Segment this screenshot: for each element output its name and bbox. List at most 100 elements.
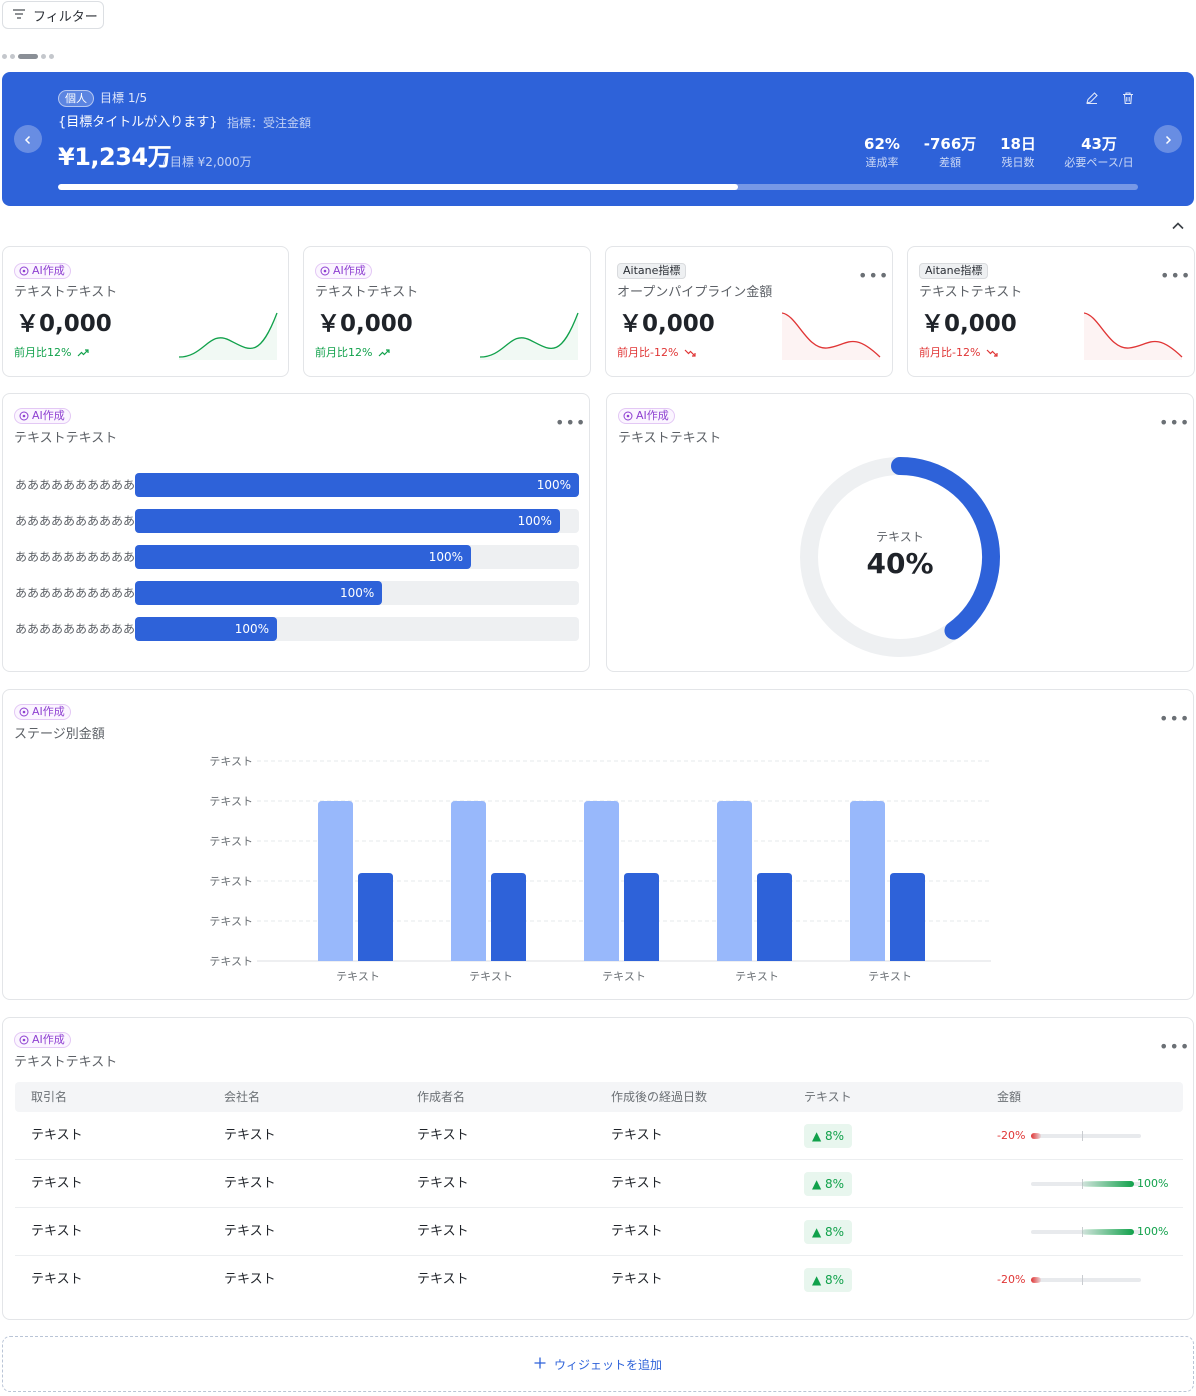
y-tick-label: テキスト — [209, 835, 253, 848]
bar-series-1[interactable] — [451, 801, 486, 961]
cell-company: テキスト — [224, 1272, 276, 1287]
aitane-badge: Aitane指標 — [617, 263, 687, 279]
bar-value: 100% — [428, 550, 464, 564]
ai-badge: AI作成 — [14, 408, 71, 424]
ai-badge: AI作成 — [14, 263, 71, 279]
cell-days: テキスト — [611, 1176, 663, 1191]
stat-days-left: 18日 残日数 — [1000, 135, 1036, 169]
kpi-value: ￥0,000 — [317, 311, 413, 337]
more-icon[interactable]: ••• — [1159, 1037, 1191, 1056]
column-header[interactable]: 作成者名 — [417, 1090, 466, 1104]
filter-label: フィルター — [33, 9, 98, 25]
next-goal-button[interactable] — [1154, 125, 1182, 153]
table-row[interactable]: テキスト テキスト テキスト テキスト ▲ 8% -20% — [15, 1256, 1183, 1304]
kpi-title: オープンパイプライン金額 — [617, 285, 773, 300]
donut-center-label: テキスト — [876, 530, 924, 544]
kpi-delta: 前月比12% — [315, 346, 391, 360]
more-icon[interactable]: ••• — [1160, 266, 1192, 285]
edit-icon[interactable] — [1085, 90, 1099, 109]
deals-table: 取引名 会社名 作成者名 作成後の経過日数 テキスト 金額 テキスト テキスト … — [15, 1082, 1183, 1304]
column-header[interactable]: 取引名 — [31, 1090, 68, 1104]
carousel-dot[interactable] — [10, 54, 15, 59]
carousel-dot[interactable] — [2, 54, 7, 59]
kpi-title: テキストテキスト — [14, 285, 118, 300]
bar-series-2[interactable] — [491, 873, 526, 961]
bar-row: ああああああああああ 100% — [15, 473, 579, 497]
trend-up-icon — [379, 349, 391, 357]
ai-badge-label: AI作成 — [333, 264, 366, 277]
add-widget-button[interactable]: ウィジェットを追加 — [2, 1336, 1194, 1392]
x-tick-label: テキスト — [469, 970, 513, 983]
filter-button[interactable]: フィルター — [2, 1, 104, 29]
goal-title: {目標タイトルが入ります} — [58, 115, 218, 130]
bar-value: 100% — [234, 622, 270, 636]
bar-list-card: AI作成 ••• テキストテキスト ああああああああああ 100% ああああああ… — [2, 393, 590, 672]
cell-company: テキスト — [224, 1176, 276, 1191]
ai-icon — [320, 266, 330, 276]
bar-row: ああああああああああ 100% — [15, 545, 579, 569]
more-icon[interactable]: ••• — [555, 413, 587, 432]
goal-target: / 目標 ¥2,000万 — [162, 155, 252, 169]
amount-value: -20% — [997, 1273, 1026, 1286]
more-icon[interactable]: ••• — [1159, 413, 1191, 432]
trash-icon[interactable] — [1121, 90, 1135, 109]
carousel-dot[interactable] — [49, 54, 54, 59]
y-tick-label: テキスト — [209, 875, 253, 888]
sparkline-down — [1084, 312, 1183, 360]
goal-metric: 指標：受注金額 — [227, 116, 312, 130]
trend-down-icon — [684, 349, 697, 357]
amount-zero-marker — [1082, 1275, 1083, 1285]
amount-value: 100% — [1137, 1177, 1169, 1190]
cell-deal: テキスト — [31, 1128, 83, 1143]
ai-icon — [19, 1035, 29, 1045]
donut-chart — [800, 457, 1000, 657]
change-pill: ▲ 8% — [804, 1268, 853, 1292]
column-header[interactable]: 金額 — [997, 1090, 1022, 1104]
ai-badge: AI作成 — [618, 408, 675, 424]
column-header[interactable]: テキスト — [804, 1090, 852, 1104]
carousel-dot[interactable] — [41, 54, 46, 59]
chevron-up-icon[interactable] — [1170, 218, 1186, 238]
kpi-delta-label: 前月比-12% — [617, 346, 679, 359]
ai-badge-label: AI作成 — [32, 705, 65, 718]
bar-series-1[interactable] — [850, 801, 885, 961]
change-pill: ▲ 8% — [804, 1124, 853, 1148]
bar-track: 100% — [135, 473, 579, 497]
table-row[interactable]: テキスト テキスト テキスト テキスト ▲ 8% 100% — [15, 1208, 1183, 1256]
more-icon[interactable]: ••• — [1159, 709, 1191, 728]
ai-icon — [19, 266, 29, 276]
ai-badge-label: AI作成 — [636, 409, 669, 422]
ai-badge-label: AI作成 — [32, 409, 65, 422]
cell-deal: テキスト — [31, 1224, 83, 1239]
column-header[interactable]: 作成後の経過日数 — [611, 1090, 708, 1104]
y-tick-label: テキスト — [209, 955, 253, 968]
trend-up-icon — [78, 349, 90, 357]
table-row[interactable]: テキスト テキスト テキスト テキスト ▲ 8% 100% — [15, 1160, 1183, 1208]
bar-label: ああああああああああ — [15, 586, 136, 600]
bar-series-2[interactable] — [890, 873, 925, 961]
table-header: 取引名 会社名 作成者名 作成後の経過日数 テキスト 金額 — [15, 1082, 1183, 1112]
bar-row: ああああああああああ 100% — [15, 581, 579, 605]
carousel-dot-active[interactable] — [18, 54, 38, 59]
table-row[interactable]: テキスト テキスト テキスト テキスト ▲ 8% -20% — [15, 1112, 1183, 1160]
goal-amount: ¥1,234万 — [58, 143, 172, 171]
amount-track — [1031, 1278, 1141, 1282]
kpi-card: AI作成 テキストテキスト ￥0,000 前月比12% — [2, 246, 289, 377]
column-header[interactable]: 会社名 — [224, 1090, 261, 1104]
bar-series-1[interactable] — [584, 801, 619, 961]
ai-icon — [19, 707, 29, 717]
kpi-card: Aitane指標 ••• オープンパイプライン金額 ￥0,000 前月比-12% — [605, 246, 893, 377]
bar-series-1[interactable] — [318, 801, 353, 961]
kpi-delta-label: 前月比-12% — [919, 346, 981, 359]
bar-series-1[interactable] — [717, 801, 752, 961]
more-icon[interactable]: ••• — [858, 266, 890, 285]
bar-value: 100% — [517, 514, 552, 528]
kpi-value: ￥0,000 — [619, 311, 715, 337]
x-tick-label: テキスト — [602, 970, 646, 983]
bar-series-2[interactable] — [757, 873, 792, 961]
bar-series-2[interactable] — [624, 873, 659, 961]
prev-goal-button[interactable] — [14, 125, 42, 153]
ai-badge-label: AI作成 — [32, 1033, 65, 1046]
bar-series-2[interactable] — [358, 873, 393, 961]
chart-title: ステージ別金額 — [14, 727, 105, 742]
